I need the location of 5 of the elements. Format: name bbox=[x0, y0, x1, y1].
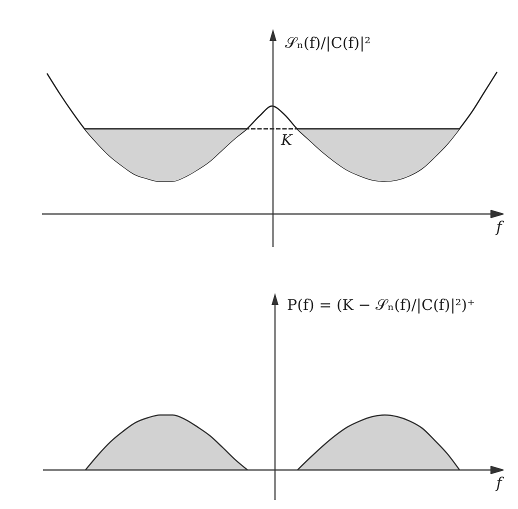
y-axis-title: 𝒮ₙ(f)/|C(f)|² bbox=[285, 34, 371, 52]
annotation: K bbox=[280, 130, 293, 149]
x-axis-title: f bbox=[495, 474, 504, 492]
x-axis-title: f bbox=[495, 218, 504, 236]
y-axis-title: P(f) = (K − 𝒮ₙ(f)/|C(f)|²)⁺ bbox=[287, 296, 476, 314]
